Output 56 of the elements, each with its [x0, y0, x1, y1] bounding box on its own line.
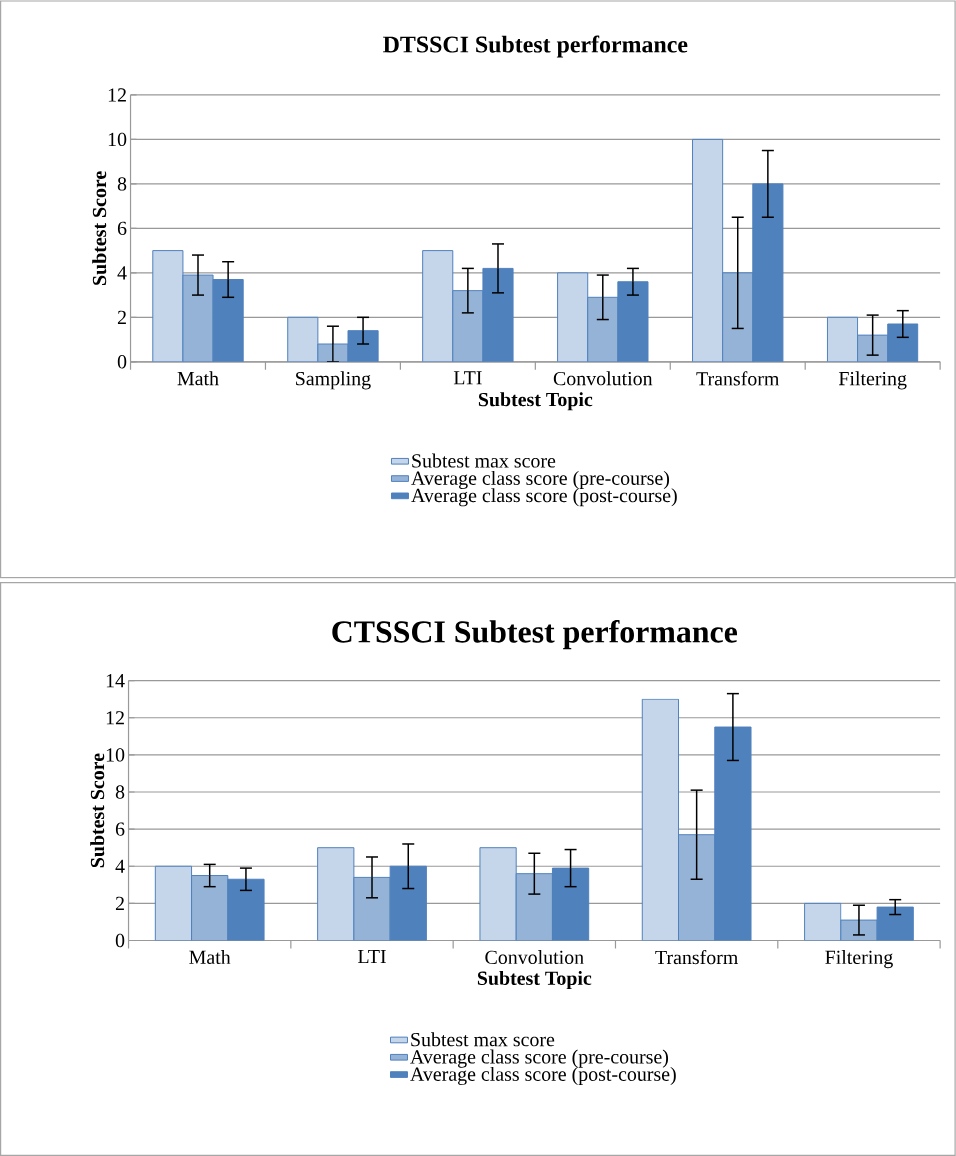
bar: [587, 297, 618, 362]
x-tick-label: Convolution: [553, 371, 653, 386]
y-tick-label: 6: [117, 221, 127, 236]
bar: [677, 834, 716, 941]
chart-title: DTSSCI Subtest performance: [383, 35, 688, 58]
bar: [557, 272, 588, 362]
y-tick-label: 6: [115, 822, 125, 836]
bar: [641, 698, 679, 941]
y-tick-label: 0: [117, 355, 127, 369]
bar: [516, 873, 553, 941]
bar: [422, 250, 453, 362]
legend-label: Average class score (post-course): [411, 488, 677, 507]
legend-label: Subtest max score: [412, 453, 556, 468]
x-tick-label: Filtering: [825, 950, 893, 969]
y-tick-label: 4: [115, 859, 125, 873]
x-tick-label: Filtering: [838, 371, 907, 390]
bar: [353, 876, 391, 941]
x-axis-title: Subtest Topic: [477, 970, 592, 990]
y-tick-label: 10: [106, 748, 125, 762]
y-tick-label: 12: [108, 88, 126, 102]
y-axis-title: Subtest Score: [92, 171, 107, 285]
x-axis-title: Subtest Topic: [478, 392, 593, 411]
x-tick-label: Sampling: [296, 371, 371, 390]
bar: [804, 902, 842, 941]
bar: [840, 919, 878, 941]
bar: [152, 250, 183, 362]
bar: [826, 316, 859, 362]
y-tick-label: 8: [117, 177, 127, 191]
bar: [317, 847, 355, 941]
x-tick-label: Transform: [696, 371, 780, 386]
y-tick-label: 4: [117, 266, 127, 280]
y-tick-label: 2: [115, 896, 124, 910]
legend-label: Average class score (pre-course): [410, 1049, 668, 1068]
x-tick-label: Convolution: [485, 950, 584, 965]
y-tick-label: 8: [115, 785, 125, 799]
bar: [479, 847, 517, 941]
bar: [692, 139, 723, 362]
x-tick-label: Transform: [655, 950, 738, 965]
x-tick-label: LTI: [357, 950, 386, 964]
bar: [191, 875, 229, 941]
legend-label: Subtest max score: [411, 1032, 555, 1047]
y-axis-title: Subtest Score: [90, 753, 105, 868]
y-tick-label: 2: [117, 310, 126, 324]
x-tick-label: LTI: [453, 371, 482, 385]
chart-title: CTSSCI Subtest performance: [332, 619, 737, 650]
y-tick-label: 12: [106, 711, 124, 725]
bar: [452, 290, 483, 362]
x-tick-label: Math: [189, 950, 231, 965]
bar: [287, 317, 318, 362]
y-tick-label: 0: [115, 933, 125, 948]
y-tick-label: 10: [108, 132, 127, 147]
x-tick-label: Math: [177, 371, 219, 386]
bar: [154, 865, 193, 941]
bar: [182, 275, 214, 362]
y-tick-label: 14: [106, 674, 125, 688]
legend-label: Average class score (post-course): [410, 1066, 676, 1086]
